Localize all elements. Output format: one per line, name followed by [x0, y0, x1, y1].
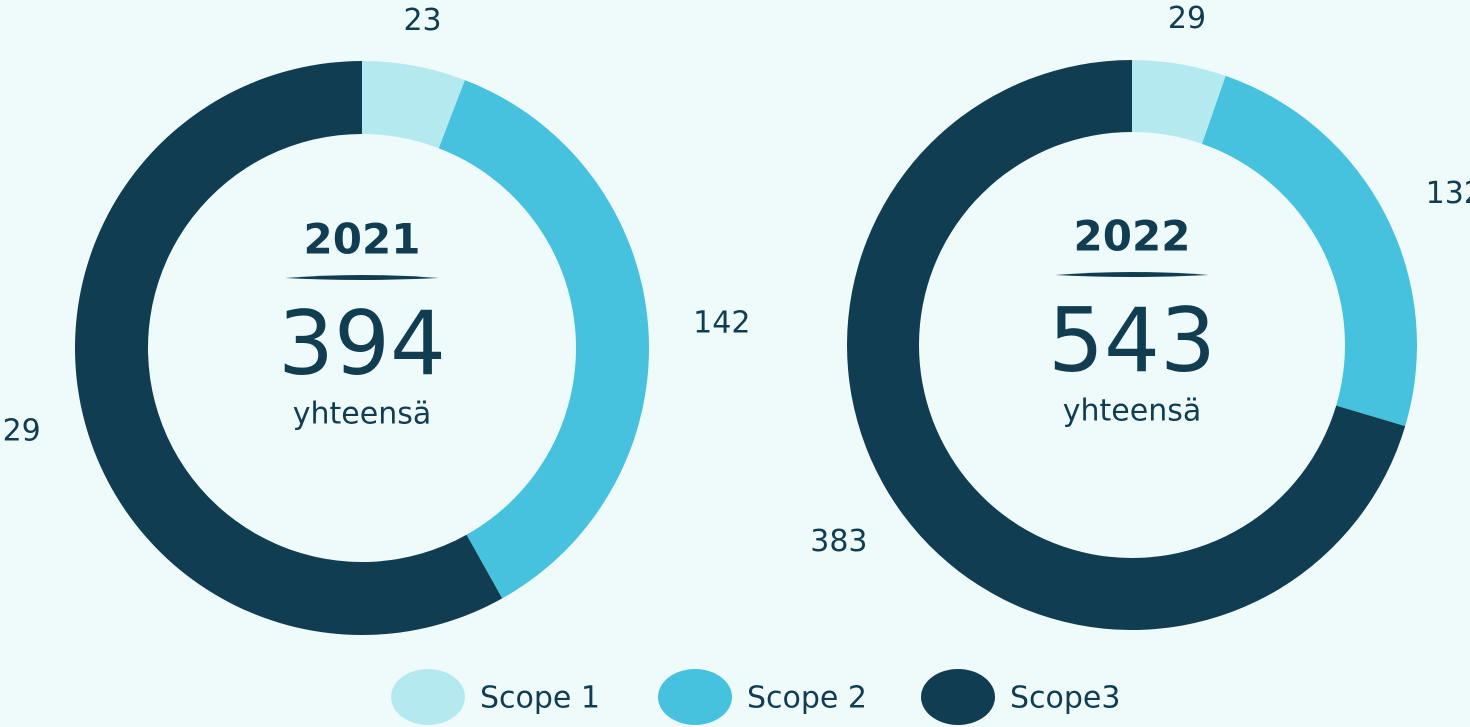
legend-swatch: [921, 669, 995, 725]
legend-label: Scope 1: [480, 681, 600, 716]
donut-segment: [1202, 75, 1417, 427]
legend-label: Scope3: [1010, 681, 1120, 716]
center-title: 2021: [304, 215, 421, 264]
data-label: 29: [1168, 1, 1206, 36]
legend-swatch: [391, 669, 465, 725]
center-title: 2022: [1074, 212, 1191, 261]
data-label: 23: [403, 3, 441, 38]
data-label: 229: [0, 413, 41, 448]
legend-swatch: [658, 669, 732, 725]
title-underline: [1055, 272, 1209, 277]
center-total-label: yhteensä: [1063, 394, 1201, 429]
data-label: 142: [693, 306, 750, 341]
donut-segment: [438, 80, 649, 599]
center-total: 394: [278, 292, 446, 395]
data-label: 132: [1426, 176, 1470, 211]
donut-segment: [362, 61, 465, 149]
legend-label: Scope 2: [747, 681, 867, 716]
center-total-label: yhteensä: [293, 397, 431, 432]
data-label: 383: [810, 524, 867, 559]
donut-segment: [1132, 60, 1226, 144]
donut-segment: [75, 61, 503, 635]
title-underline: [285, 275, 439, 280]
center-total: 543: [1048, 289, 1216, 392]
